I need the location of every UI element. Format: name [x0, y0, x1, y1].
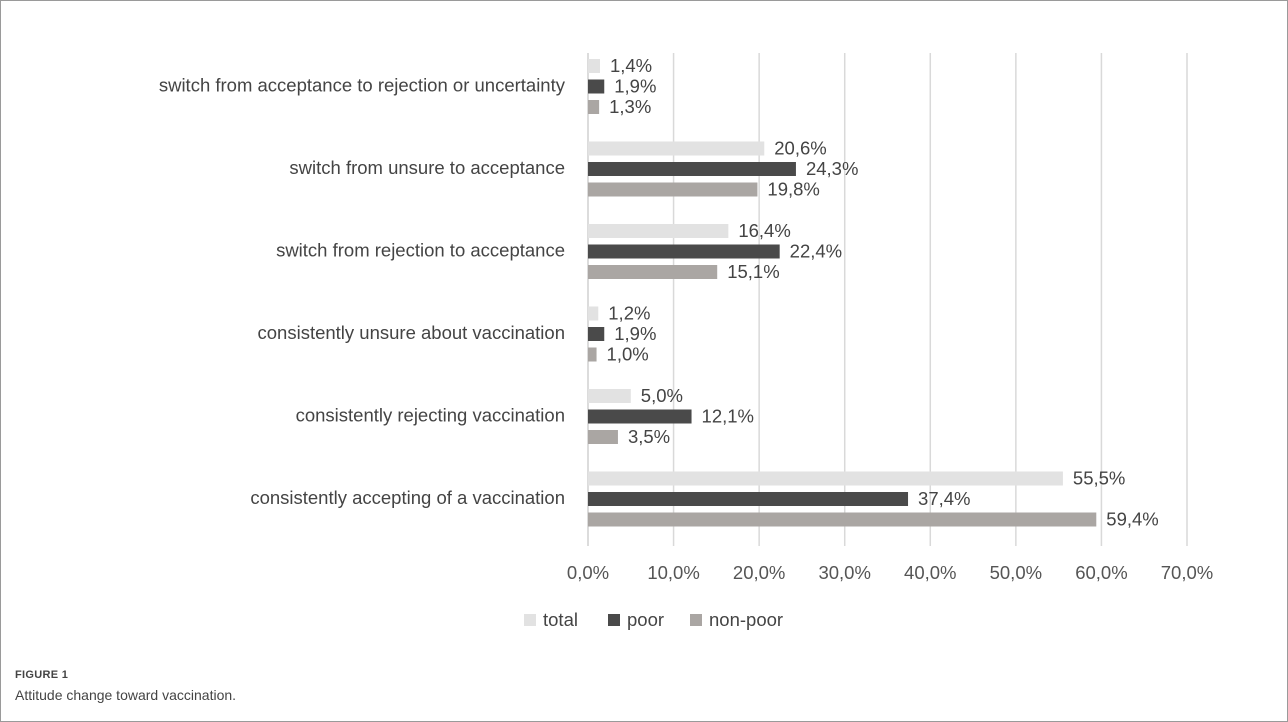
bar-poor [588, 409, 692, 424]
figure-label: FIGURE 1 [15, 669, 69, 681]
bar-non-poor [588, 182, 758, 197]
data-label: 22,4% [790, 240, 842, 261]
bar-poor [588, 79, 605, 94]
x-tick-label: 20,0% [733, 562, 785, 583]
data-label: 1,3% [609, 96, 651, 117]
data-label: 16,4% [738, 220, 790, 241]
data-label: 24,3% [806, 158, 858, 179]
data-label: 1,9% [614, 323, 656, 344]
x-tick-label: 10,0% [647, 562, 699, 583]
x-tick-label: 0,0% [567, 562, 609, 583]
bar-non-poor [588, 265, 718, 279]
bar-chart: switch from acceptance to rejection or u… [159, 53, 1213, 630]
data-label: 1,2% [608, 302, 650, 323]
bar-non-poor [588, 512, 1097, 527]
bar-poor [588, 244, 780, 259]
x-tick-label: 50,0% [990, 562, 1042, 583]
bar-poor [588, 162, 796, 176]
category-label: consistently rejecting vaccination [296, 404, 565, 425]
bar-total [588, 471, 1063, 486]
category-label: consistently unsure about vaccination [258, 322, 566, 343]
legend-swatch-non-poor [690, 614, 702, 626]
legend-label: total [543, 609, 578, 630]
data-label: 37,4% [918, 488, 970, 509]
bar-total [588, 306, 599, 321]
data-label: 12,1% [702, 405, 754, 426]
bar-non-poor [588, 100, 600, 114]
figure-caption: Attitude change toward vaccination. [15, 687, 237, 703]
legend-swatch-poor [608, 614, 620, 626]
data-label: 59,4% [1106, 508, 1158, 529]
bar-poor [588, 327, 605, 341]
legend-label: poor [627, 609, 664, 630]
x-tick-label: 30,0% [818, 562, 870, 583]
data-label: 1,0% [607, 343, 649, 364]
category-label: switch from rejection to acceptance [276, 239, 565, 260]
legend-label: non-poor [709, 609, 783, 630]
bar-non-poor [588, 430, 618, 444]
bar-total [588, 141, 765, 156]
data-label: 15,1% [727, 261, 779, 282]
bar-total [588, 389, 631, 403]
x-tick-label: 60,0% [1075, 562, 1127, 583]
bar-non-poor [588, 347, 597, 362]
data-label: 55,5% [1073, 467, 1125, 488]
data-label: 3,5% [628, 426, 670, 447]
legend-swatch-total [524, 614, 536, 626]
x-tick-label: 70,0% [1161, 562, 1213, 583]
x-tick-label: 40,0% [904, 562, 956, 583]
bar-total [588, 59, 600, 73]
category-label: consistently accepting of a vaccination [250, 487, 565, 508]
data-label: 1,4% [610, 55, 652, 76]
data-label: 20,6% [774, 137, 826, 158]
category-label: switch from acceptance to rejection or u… [159, 74, 566, 95]
data-label: 5,0% [641, 385, 683, 406]
category-label: switch from unsure to acceptance [289, 157, 565, 178]
data-label: 19,8% [767, 178, 819, 199]
data-label: 1,9% [614, 75, 656, 96]
bar-total [588, 224, 729, 238]
bar-poor [588, 492, 909, 506]
